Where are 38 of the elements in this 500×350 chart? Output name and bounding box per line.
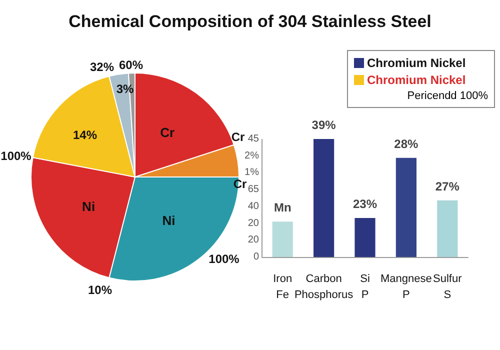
text: 65 (248, 184, 260, 196)
bar (314, 139, 334, 257)
text: 100% (0, 149, 32, 163)
text: 0 (253, 252, 260, 262)
text: 45 (248, 134, 260, 144)
annotation: 39% (312, 118, 336, 132)
slice-label: Cr (231, 130, 245, 144)
annotation: 23% (352, 197, 378, 212)
bar (437, 200, 458, 257)
text: 32% (90, 60, 114, 74)
bar (396, 158, 416, 257)
slice-label: Ni (162, 212, 176, 228)
slice-label: Cr (160, 125, 175, 140)
text: 1% (244, 167, 260, 178)
text: 2% (244, 150, 260, 162)
legend-label: Chromium Nickel (367, 56, 466, 70)
text: 60% (118, 58, 144, 72)
bar (272, 222, 293, 257)
x-tick-label: Iron Fe (273, 273, 292, 301)
annotation: 27% (435, 179, 460, 194)
text: 20 (248, 234, 260, 246)
text: 20 (248, 218, 260, 229)
annotation: 28% (394, 136, 419, 151)
annotation: Mn (274, 200, 292, 215)
slice-label: Ni (82, 198, 96, 214)
text: 40 (248, 200, 260, 212)
text: 3% (116, 82, 134, 96)
x-tick-label: Carbon Phosphorus (294, 273, 354, 301)
x-tick-label: Mangnese P (380, 273, 432, 301)
x-tick-label: Si P (360, 273, 370, 301)
text: 10% (88, 283, 112, 297)
chart-title: Chemical Composition of 304 Stainless Steel (68, 12, 432, 31)
x-tick-label: Sulfur S (433, 273, 462, 301)
text: Pericendd 100% (406, 90, 488, 102)
bar (354, 218, 376, 257)
legend-label: Chromium Nickel (367, 72, 466, 86)
text: 100% (208, 252, 240, 266)
text: 14% (72, 128, 98, 142)
